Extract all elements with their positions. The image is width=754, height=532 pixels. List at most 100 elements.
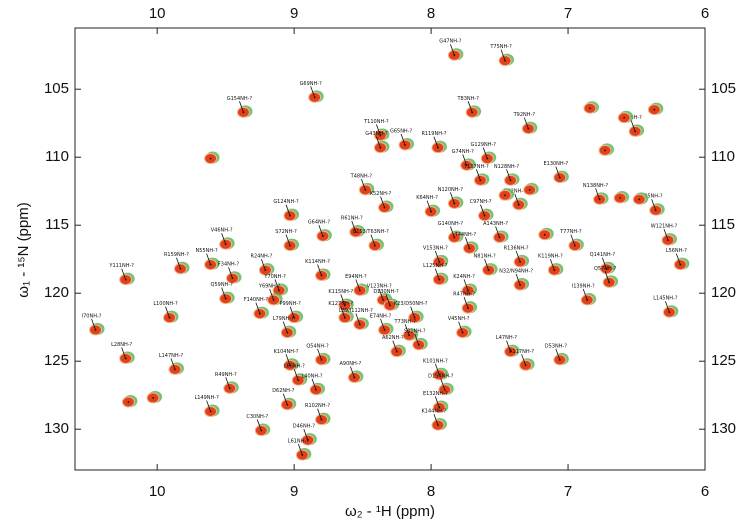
peak-label: G47NH-?: [439, 39, 462, 45]
label-leader: [630, 120, 636, 132]
label-leader: [495, 226, 500, 238]
label-leader: [121, 268, 127, 280]
peak-label: K64NH-?: [416, 195, 438, 201]
x-tick-label: 10: [149, 5, 166, 22]
peak-label: C30NH-?: [246, 414, 268, 420]
peak-label: A62NH-?: [382, 335, 404, 341]
peak-center: [623, 116, 626, 119]
label-leader: [311, 378, 317, 390]
label-leader: [260, 258, 266, 271]
y-axis-label: ω₁ - ¹⁵N (ppm): [15, 202, 32, 298]
peak-label: G129NH-?: [471, 142, 497, 148]
peak-label: N55NH-?: [196, 248, 218, 254]
peak-label: L145NH-?: [653, 296, 678, 302]
peak-label: Q54NH-?: [306, 343, 329, 349]
peak-label: I139NH-?: [572, 284, 595, 290]
peak-center: [653, 108, 656, 111]
label-leader: [255, 302, 261, 314]
label-leader: [651, 199, 657, 211]
peak-label: K127NH-?: [328, 301, 353, 307]
label-leader: [515, 250, 521, 263]
peak-label: T75NH-?: [489, 44, 512, 50]
peak-label: E132NH-?: [423, 391, 448, 397]
label-leader: [317, 408, 322, 420]
label-leader: [310, 86, 316, 98]
label-leader: [376, 136, 381, 148]
peak-label: R159NH-?: [164, 252, 189, 258]
peak-label: D46NH-?: [293, 424, 316, 430]
label-leader: [433, 413, 439, 426]
label-leader: [176, 257, 181, 269]
peak-label: K144NH-?: [422, 409, 447, 415]
peak-label: G65NH-?: [390, 128, 413, 134]
peak-label: K24NH-?: [453, 274, 475, 280]
peak-label: L47NH-?: [496, 335, 517, 341]
label-leader: [228, 267, 233, 279]
peak-label: L125NH-?: [423, 263, 448, 269]
peak-label: K35NH-?: [641, 194, 663, 200]
label-leader: [500, 49, 506, 61]
peak-label: I70NH-?: [82, 313, 102, 319]
plot-frame: [74, 27, 706, 471]
peak-label: R47NH-?: [453, 292, 475, 298]
peak-label: R49NH-?: [215, 372, 237, 378]
peak-label: K101NH-?: [423, 358, 448, 364]
peak-label: L61NH-?: [288, 439, 309, 445]
label-leader: [449, 192, 455, 204]
label-leader: [480, 204, 485, 216]
y-tick-label: 130: [44, 420, 69, 437]
label-leader: [595, 188, 600, 200]
peak-center: [638, 198, 641, 201]
label-leader: [482, 147, 488, 159]
peak-label: S72NH-?: [275, 229, 297, 235]
label-leader: [221, 287, 227, 299]
peak-label: C97NH-?: [470, 199, 492, 205]
peak-label: D53NH-?: [545, 343, 568, 349]
peak-label: T48NH-?: [350, 173, 373, 179]
peak-label: L147NH-?: [159, 353, 184, 359]
peak-label: W121NH-?: [651, 224, 678, 230]
label-leader: [665, 301, 670, 313]
label-leader: [555, 348, 561, 360]
label-leader: [434, 363, 440, 375]
label-leader: [449, 226, 455, 238]
peak-center: [127, 401, 130, 403]
label-leader: [392, 340, 398, 352]
label-leader: [449, 44, 455, 56]
peak-label: K52NH-?: [370, 191, 392, 197]
label-leader: [463, 279, 469, 291]
peak-label: T110NH-?: [363, 119, 389, 125]
label-leader: [282, 321, 288, 333]
peak-label: F34NH-?: [218, 262, 240, 268]
y-tick-label: 120: [44, 284, 69, 301]
peak-label: V123NH-?: [367, 284, 392, 290]
y-tick-label: 125: [711, 352, 736, 369]
label-leader: [355, 313, 361, 325]
peak-label: F140NH-?: [244, 297, 269, 303]
label-leader: [582, 288, 588, 301]
peak-label: N120NH-?: [438, 187, 464, 193]
label-leader: [506, 169, 511, 181]
peak-label: N32/N94NH-?: [499, 269, 533, 275]
label-leader: [317, 264, 322, 276]
peak-label: E153/T63NH-?: [353, 229, 389, 235]
label-leader: [675, 253, 681, 265]
label-leader: [285, 354, 291, 366]
peak-label: L56NH-?: [666, 248, 687, 254]
peak-label: N138NH-?: [583, 183, 609, 189]
label-leader: [400, 133, 406, 146]
label-leader: [376, 124, 381, 136]
label-leader: [521, 354, 526, 366]
label-leader: [434, 396, 440, 408]
label-leader: [350, 366, 355, 378]
peak-label: R119NH-?: [421, 131, 446, 137]
x-tick-label: 8: [427, 483, 435, 500]
peak-label: N81NH-?: [474, 254, 496, 260]
peak-label: L39/I112NH-?: [339, 308, 373, 314]
peak-center: [209, 157, 212, 160]
label-leader: [351, 220, 357, 233]
peak-label: Y111NH-?: [108, 263, 134, 269]
peak-label: V45NH-?: [448, 316, 470, 322]
label-leader: [340, 306, 346, 318]
y-tick-label: 115: [711, 216, 735, 233]
